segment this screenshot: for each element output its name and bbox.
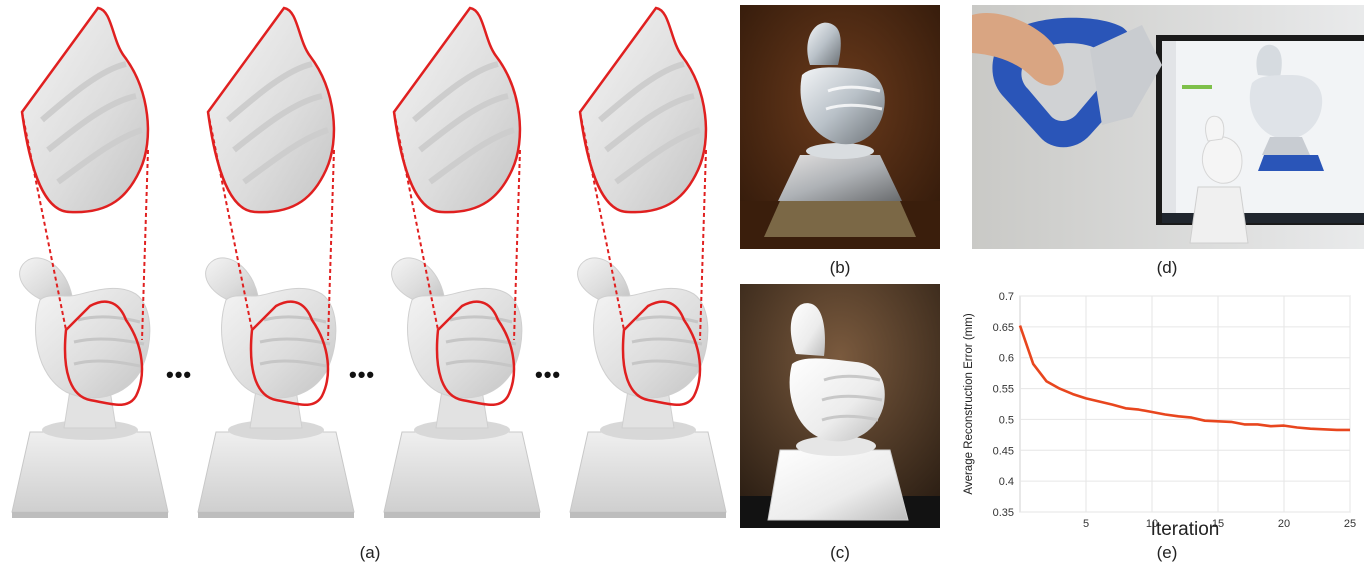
caption-c: (c) [830,543,850,562]
mesh-model-4 [568,8,728,520]
mesh-model-3 [382,8,542,520]
ellipsis-2: ••• [349,362,376,387]
caption-e: (e) [1156,543,1178,562]
ellipsis-1: ••• [166,362,193,387]
y-tick-label: 0.55 [993,384,1014,396]
panel-a-figure [10,0,728,520]
caption-d: (d) [1156,258,1178,277]
y-tick-label: 0.4 [999,476,1014,488]
x-tick-label: 10 [1146,518,1158,530]
x-tick-label: 15 [1212,518,1224,530]
photo-scanning-setup [972,5,1364,249]
ellipsis-3: ••• [535,362,562,387]
y-tick-label: 0.5 [999,414,1014,426]
chart-svg: 0.35 0.4 0.45 0.5 0.55 0.6 0.65 0.7 5 10 15 20 25 A… [963,291,1356,540]
series-line-0 [1018,325,1350,432]
chart-reconstruction-error: 0.35 0.4 0.45 0.5 0.55 0.6 0.65 0.7 5 10 15 20 25 A… [950,284,1371,544]
mesh-model-1 [10,8,170,520]
mesh-model-2 [196,8,356,520]
x-tick-label: 5 [1083,518,1089,530]
photo-white-trophy [740,284,940,528]
y-axis-label: Average Reconstruction Error (mm) [963,313,975,494]
y-tick-label: 0.7 [999,291,1014,303]
x-tick-label: 25 [1344,518,1356,530]
y-tick-label: 0.35 [993,507,1014,519]
caption-a: (a) [359,543,381,562]
caption-b: (b) [829,258,851,277]
y-tick-label: 0.6 [999,353,1014,365]
y-tick-label: 0.45 [993,445,1014,457]
y-tick-label: 0.65 [993,322,1014,334]
panel-a: ••• ••• ••• (a) [10,0,728,562]
x-tick-label: 20 [1278,518,1290,530]
plot-area [1019,295,1351,513]
photo-crystal-trophy [740,5,940,249]
x-axis-label: Iteration [1151,519,1220,540]
